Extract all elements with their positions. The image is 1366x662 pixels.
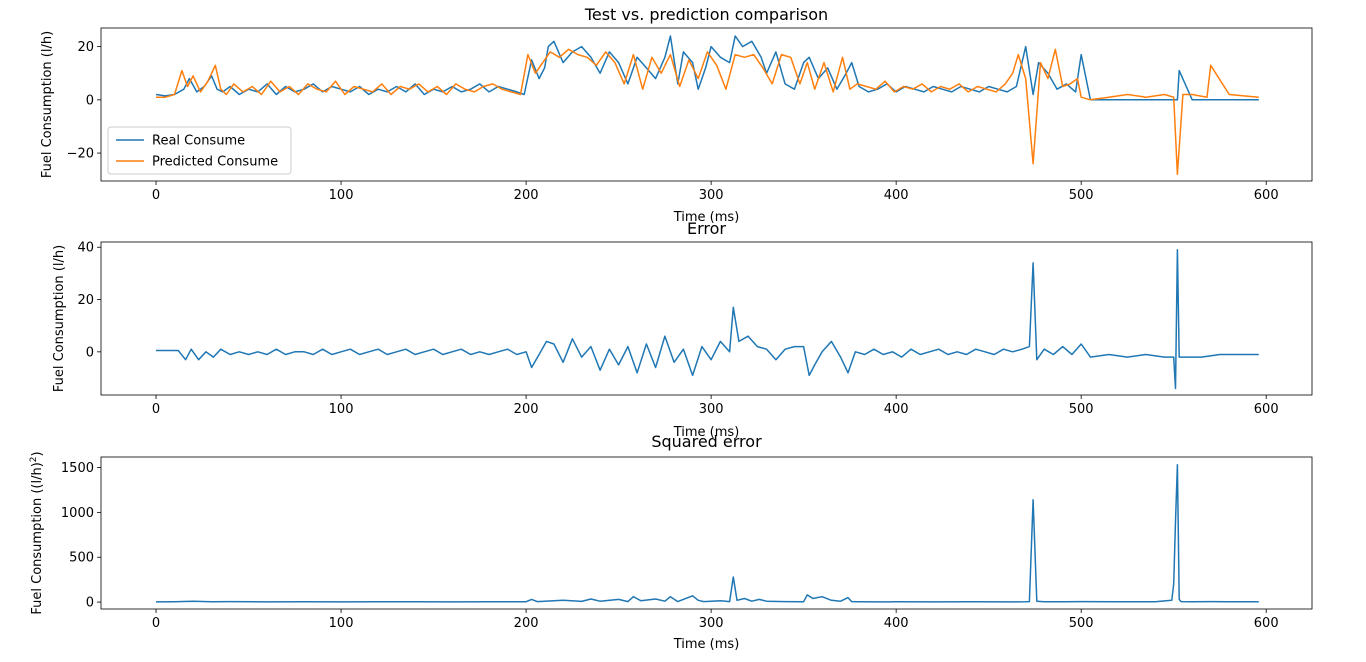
x-tick-label: 300: [699, 616, 724, 631]
y-tick-label: 0: [86, 345, 94, 360]
axes-frame: [100, 241, 1313, 396]
x-tick-label: 100: [329, 616, 354, 631]
x-tick-label: 0: [152, 616, 160, 631]
x-axis-label: Time (ms): [673, 210, 740, 225]
axes-frame: [100, 456, 1313, 610]
legend-box: [107, 126, 292, 175]
x-tick-label: 400: [884, 188, 909, 203]
x-tick-label: 300: [699, 188, 724, 203]
x-tick-label: 600: [1254, 616, 1279, 631]
series-line: [155, 464, 1259, 603]
x-axis-label: Time (ms): [673, 637, 740, 652]
x-tick-label: 200: [514, 188, 539, 203]
x-tick-label: 0: [152, 188, 160, 203]
legend-entry-label: Real Consume: [152, 134, 245, 149]
x-tick-label: 200: [514, 616, 539, 631]
x-tick-label: 600: [1254, 188, 1279, 203]
x-tick-label: 500: [1069, 188, 1094, 203]
y-tick-label: 1000: [61, 506, 94, 521]
y-tick-label: 20: [77, 40, 94, 55]
x-tick-label: 600: [1254, 402, 1279, 417]
y-axis-label: Fuel Consumption (l/h): [52, 245, 67, 392]
y-tick-label: 1500: [61, 461, 94, 476]
subplot-2: 0 100 200 300 400 500 600 0 20 40 Error Time (ms) Fu…: [52, 219, 1313, 440]
axes-frame: [100, 27, 1313, 182]
x-tick-label: 0: [152, 402, 160, 417]
subplot-3: 0 100 200 300 400 500 600 0 500 1000 1500 Squared e…: [29, 432, 1313, 652]
y-tick-label: 20: [77, 293, 94, 308]
x-tick-label: 100: [329, 402, 354, 417]
subplot-1: 0 100 200 300 400 500 600 −20 0 20 Test vs. predic…: [40, 5, 1313, 225]
x-tick-label: 100: [329, 188, 354, 203]
chart-title: Error: [687, 219, 726, 238]
x-tick-label: 500: [1069, 616, 1094, 631]
x-tick-label: 400: [884, 616, 909, 631]
legend-entry-label: Predicted Consume: [152, 155, 278, 170]
y-tick-label: 0: [86, 93, 94, 108]
x-tick-label: 400: [884, 402, 909, 417]
x-tick-label: 200: [514, 402, 539, 417]
y-tick-label: 0: [86, 596, 94, 611]
y-axis-label: Fuel Consumption (l/h): [40, 31, 55, 178]
x-tick-label: 500: [1069, 402, 1094, 417]
series-line-predicted-consume: [156, 48, 1259, 176]
y-tick-label: −20: [67, 147, 94, 162]
legend: Real Consume Predicted Consume: [107, 126, 292, 175]
series-line: [156, 249, 1259, 390]
x-axis-label: Time (ms): [673, 425, 740, 440]
chart-title: Squared error: [651, 432, 762, 451]
y-tick-label: 40: [77, 241, 94, 256]
chart-title: Test vs. prediction comparison: [584, 5, 828, 24]
y-axis-label: Fuel Consumption ((l/h)2): [29, 451, 45, 614]
y-tick-label: 500: [69, 551, 94, 566]
x-tick-label: 300: [699, 402, 724, 417]
